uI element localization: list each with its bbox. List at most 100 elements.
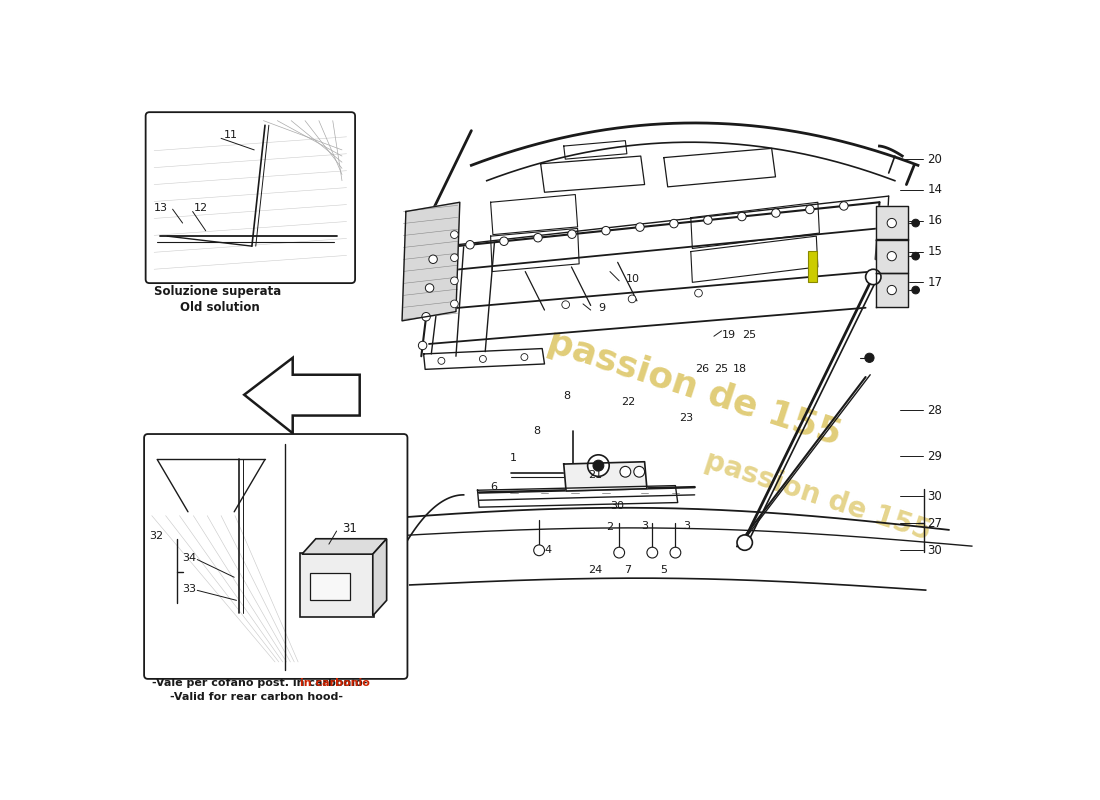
Text: 16: 16	[927, 214, 943, 227]
Circle shape	[422, 313, 430, 321]
Circle shape	[249, 243, 255, 250]
Polygon shape	[403, 202, 460, 321]
Polygon shape	[876, 239, 907, 273]
Polygon shape	[244, 358, 360, 434]
Text: 24: 24	[588, 565, 603, 574]
Text: passion de 155: passion de 155	[701, 446, 935, 546]
Text: in carbonio: in carbonio	[300, 678, 371, 688]
FancyBboxPatch shape	[310, 573, 350, 600]
Text: 19: 19	[722, 330, 736, 340]
Circle shape	[499, 237, 508, 246]
Circle shape	[480, 355, 486, 362]
Text: passion de 155: passion de 155	[543, 325, 846, 452]
Text: 34: 34	[183, 553, 197, 563]
Circle shape	[451, 300, 459, 308]
Text: -Valid for rear carbon hood-: -Valid for rear carbon hood-	[169, 691, 342, 702]
Text: 18: 18	[733, 364, 747, 374]
Text: 20: 20	[927, 153, 942, 166]
Circle shape	[602, 226, 610, 235]
Text: Old solution: Old solution	[180, 302, 260, 314]
Text: 10: 10	[625, 274, 639, 284]
Circle shape	[429, 255, 438, 263]
Circle shape	[866, 270, 881, 285]
Text: 7: 7	[624, 565, 631, 574]
Text: 25: 25	[714, 364, 728, 374]
Circle shape	[670, 547, 681, 558]
Text: 3: 3	[640, 521, 648, 530]
Circle shape	[805, 206, 814, 214]
Polygon shape	[301, 538, 387, 554]
Circle shape	[451, 254, 459, 262]
Text: 14: 14	[927, 183, 943, 197]
Circle shape	[839, 202, 848, 210]
Circle shape	[365, 606, 371, 613]
Circle shape	[738, 212, 746, 221]
FancyBboxPatch shape	[807, 250, 817, 282]
Circle shape	[628, 295, 636, 302]
Circle shape	[704, 216, 712, 224]
Circle shape	[562, 301, 570, 309]
Polygon shape	[563, 462, 647, 491]
Circle shape	[647, 547, 658, 558]
Text: 30: 30	[609, 501, 624, 510]
Circle shape	[534, 234, 542, 242]
Circle shape	[587, 455, 609, 476]
FancyBboxPatch shape	[144, 434, 407, 679]
Circle shape	[888, 218, 896, 228]
Text: 12: 12	[195, 202, 208, 213]
Circle shape	[634, 466, 645, 477]
Circle shape	[304, 606, 310, 613]
Circle shape	[451, 277, 459, 285]
Circle shape	[888, 286, 896, 294]
FancyBboxPatch shape	[145, 112, 355, 283]
Text: 33: 33	[183, 584, 197, 594]
Polygon shape	[876, 273, 907, 307]
Circle shape	[695, 290, 703, 297]
Text: 9: 9	[598, 302, 605, 313]
Circle shape	[593, 460, 604, 471]
Text: 23: 23	[680, 413, 693, 423]
Circle shape	[771, 209, 780, 218]
Circle shape	[912, 252, 920, 260]
Circle shape	[614, 547, 625, 558]
Text: 30: 30	[927, 544, 942, 557]
Text: 6: 6	[491, 482, 497, 492]
Text: 32: 32	[150, 531, 164, 542]
Circle shape	[233, 606, 248, 620]
Circle shape	[670, 219, 678, 228]
Circle shape	[534, 545, 544, 556]
Circle shape	[451, 230, 459, 238]
Text: 31: 31	[342, 522, 356, 535]
Text: 30: 30	[927, 490, 942, 503]
Text: 27: 27	[927, 517, 943, 530]
Text: 5: 5	[660, 565, 667, 574]
Text: 3: 3	[683, 521, 690, 530]
Text: 29: 29	[927, 450, 943, 463]
Circle shape	[636, 223, 645, 231]
Polygon shape	[876, 206, 907, 240]
Text: 2: 2	[606, 522, 613, 532]
Text: 8: 8	[534, 426, 540, 436]
Text: 11: 11	[223, 130, 238, 139]
Text: 13: 13	[154, 202, 168, 213]
Circle shape	[737, 535, 752, 550]
Text: 28: 28	[927, 404, 942, 417]
Circle shape	[912, 286, 920, 294]
Circle shape	[238, 610, 243, 617]
FancyBboxPatch shape	[300, 553, 374, 618]
Text: 25: 25	[742, 330, 757, 340]
Circle shape	[888, 251, 896, 261]
Circle shape	[245, 240, 258, 252]
Circle shape	[426, 284, 433, 292]
Text: 4: 4	[544, 546, 551, 555]
Circle shape	[620, 466, 630, 477]
Text: Soluzione superata: Soluzione superata	[154, 285, 282, 298]
Text: 8: 8	[563, 391, 571, 402]
Text: 1: 1	[509, 453, 517, 463]
Text: 15: 15	[927, 245, 942, 258]
Text: -Vale per cofano post. in carbonio-: -Vale per cofano post. in carbonio-	[152, 678, 367, 688]
Circle shape	[568, 230, 576, 238]
Text: 17: 17	[927, 276, 943, 289]
Circle shape	[465, 241, 474, 249]
Text: 21: 21	[588, 470, 603, 480]
